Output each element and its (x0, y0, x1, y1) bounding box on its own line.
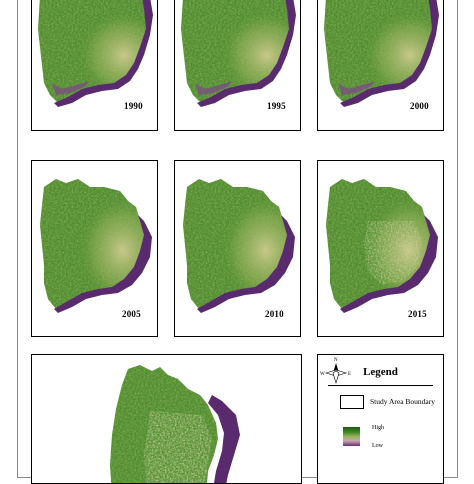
map-panel-2005: 2005 (31, 160, 158, 337)
legend-divider (328, 385, 433, 386)
map-panel-1990: 1990 (31, 0, 158, 131)
compass-w: W (320, 372, 325, 377)
ndvi-color-ramp (343, 427, 360, 446)
year-label-2015: 2015 (408, 309, 427, 319)
compass-e: E (348, 372, 351, 377)
map-panel-1995: 1995 (174, 0, 301, 131)
ndvi-map-2020 (32, 355, 302, 484)
ramp-high-label: High (372, 425, 384, 431)
year-label-2010: 2010 (265, 309, 284, 319)
north-arrow-icon: N W E (320, 358, 351, 385)
year-label-1990: 1990 (124, 101, 143, 111)
map-panel-2000: 2000 (317, 0, 444, 131)
legend-panel: Legend Study Area Boundary High Low N W … (317, 354, 444, 484)
map-panel-2020 (31, 354, 302, 484)
map-panel-2010: 2010 (174, 160, 301, 337)
year-label-2005: 2005 (122, 309, 141, 319)
legend-title: Legend (363, 366, 398, 378)
study-area-boundary-swatch (340, 395, 364, 409)
ndvi-map-2000 (318, 0, 444, 131)
study-area-boundary-label: Study Area Boundary (370, 397, 435, 406)
compass-n: N (334, 358, 338, 363)
ramp-low-label: Low (372, 443, 383, 449)
ndvi-map-1995 (175, 0, 301, 131)
year-label-1995: 1995 (267, 101, 286, 111)
year-label-2000: 2000 (410, 101, 429, 111)
map-panel-2015: 2015 (317, 160, 444, 337)
ndvi-map-1990 (32, 0, 158, 131)
